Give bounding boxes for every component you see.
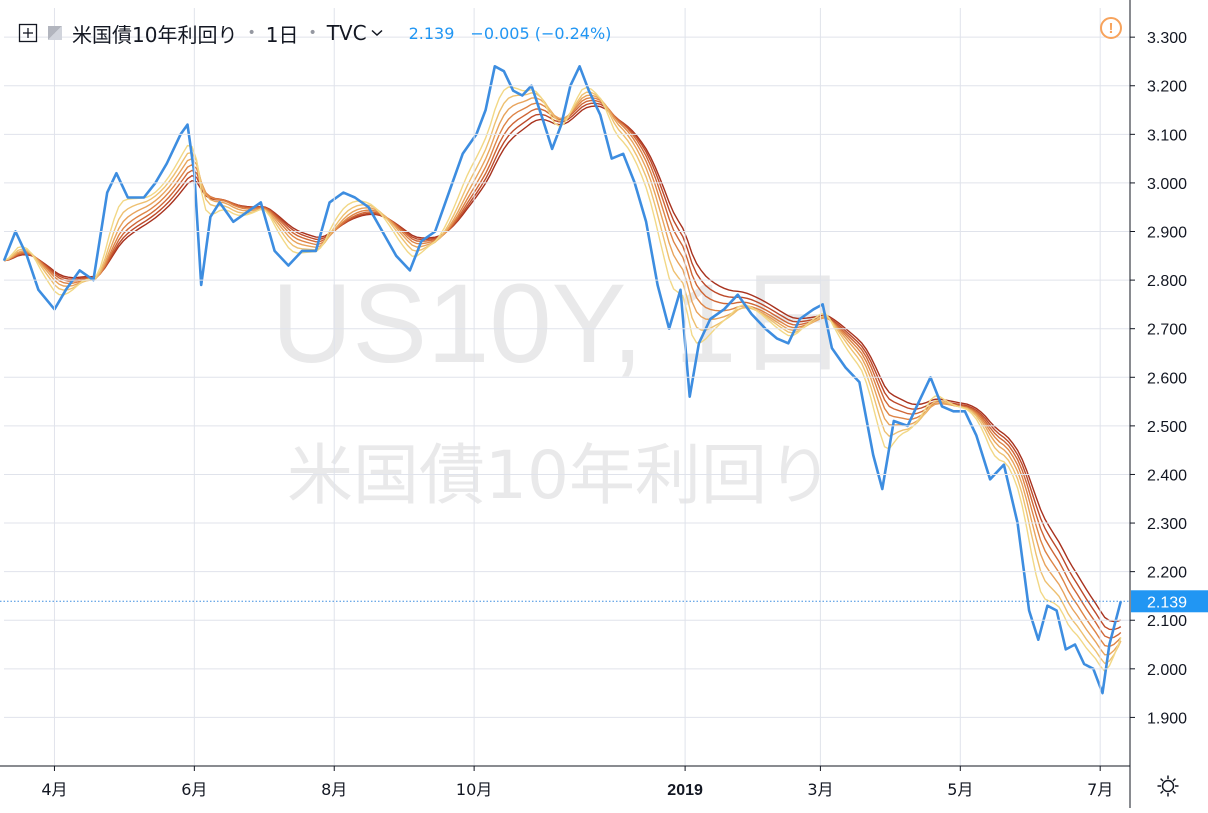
x-tick-label: 5月 — [947, 780, 973, 799]
last-price-tag — [1131, 590, 1208, 613]
price-line[interactable] — [2, 65, 1123, 695]
watermark-title: 米国債10年利回り — [287, 437, 833, 514]
plus-square-icon[interactable] — [18, 23, 38, 43]
exchange-selector[interactable]: TVC — [327, 21, 383, 45]
x-tick-label: 4月 — [41, 780, 67, 799]
x-tick-label: 8月 — [321, 780, 347, 799]
y-tick-label: 2.100 — [1147, 613, 1187, 630]
y-tick-label: 2.500 — [1147, 419, 1187, 436]
warning-icon[interactable]: ! — [1100, 17, 1122, 39]
y-tick-label: 2.300 — [1147, 516, 1187, 533]
y-tick-label: 2.700 — [1147, 322, 1187, 339]
y-tick-label: 2.900 — [1147, 225, 1187, 242]
y-tick-label: 1.900 — [1147, 710, 1187, 727]
time-axis[interactable]: 4月 6月 8月 10月 2019 3月 5月 7月 — [0, 8, 1130, 799]
last-price-marker: 2.139 — [0, 590, 1208, 613]
quote-values: 2.139 −0.005 (−0.24%) — [409, 24, 612, 43]
last-price: 2.139 — [408, 23, 455, 43]
watermark-symbol: US10Y, 1日 — [272, 261, 849, 386]
separator-dot: • — [308, 25, 317, 41]
price-series[interactable] — [2, 65, 1123, 695]
x-tick-label: 3月 — [807, 780, 833, 799]
price-change: −0.005 (−0.24%) — [470, 23, 612, 43]
y-tick-label: 2.800 — [1147, 273, 1187, 290]
chevron-down-icon — [371, 29, 383, 37]
last-price-tag-label: 2.139 — [1147, 594, 1187, 611]
x-tick-label: 10月 — [456, 780, 492, 799]
y-tick-label: 2.600 — [1147, 370, 1187, 387]
y-tick-label: 3.200 — [1147, 79, 1187, 96]
flag-icon[interactable] — [46, 24, 64, 42]
y-tick-label: 3.100 — [1147, 127, 1187, 144]
y-tick-label: 3.300 — [1147, 30, 1187, 47]
y-tick-label: 2.400 — [1147, 467, 1187, 484]
interval-label[interactable]: 1日 — [265, 22, 299, 47]
y-tick-label: 2.000 — [1147, 662, 1187, 679]
symbol-name[interactable]: 米国債10年利回り — [72, 22, 238, 47]
gear-icon[interactable] — [1156, 774, 1180, 798]
x-tick-label: 6月 — [181, 780, 207, 799]
x-tick-label: 2019 — [667, 782, 703, 799]
exchange-label: TVC — [326, 21, 367, 45]
y-tick-label: 3.000 — [1147, 176, 1187, 193]
price-axis[interactable]: 3.300 3.200 3.100 3.000 2.900 2.800 2.700 2.600… — [4, 0, 1187, 808]
separator-dot: • — [247, 25, 256, 41]
y-tick-label: 2.200 — [1147, 565, 1187, 582]
x-tick-label: 7月 — [1087, 780, 1113, 799]
watermark: US10Y, 1日 米国債10年利回り — [272, 261, 849, 514]
chart-header: 米国債10年利回り • 1日 • TVC 2.139 −0.005 (−0.24… — [18, 18, 611, 48]
